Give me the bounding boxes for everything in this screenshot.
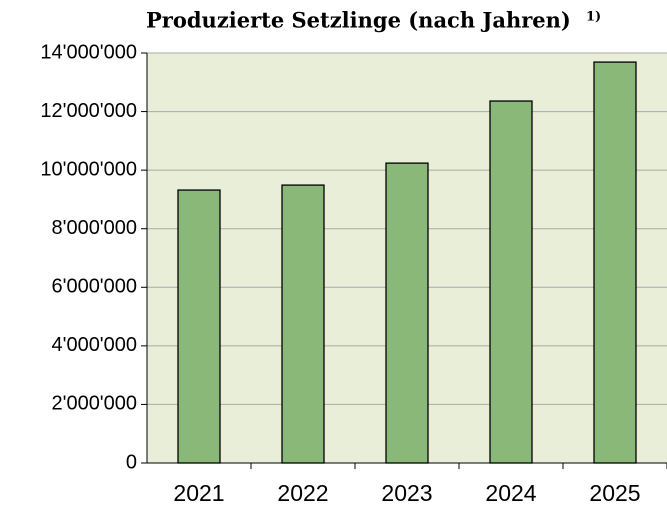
bar	[489, 100, 533, 464]
x-tick-label: 2021	[173, 480, 224, 506]
y-tick-label: 2'000'000	[52, 393, 138, 415]
x-tick-label: 2023	[381, 480, 432, 506]
bar	[385, 162, 429, 464]
x-tick-label: 2022	[277, 480, 328, 506]
y-tick-label: 14'000'000	[40, 41, 137, 63]
y-tick-label: 4'000'000	[52, 334, 138, 356]
y-tick-label: 12'000'000	[40, 100, 137, 122]
bar	[593, 61, 637, 464]
title-note: 1)	[586, 10, 601, 25]
y-tick-label: 10'000'000	[40, 158, 137, 180]
y-tick-label: 6'000'000	[52, 276, 138, 298]
x-tick-label: 2025	[589, 480, 640, 506]
bar	[177, 189, 221, 464]
x-tick-label: 2024	[485, 480, 536, 506]
bar	[281, 184, 325, 464]
y-tick-label: 0	[126, 451, 137, 473]
chart-title: Produzierte Setzlinge (nach Jahren)	[146, 8, 571, 33]
y-tick-label: 8'000'000	[52, 217, 138, 239]
